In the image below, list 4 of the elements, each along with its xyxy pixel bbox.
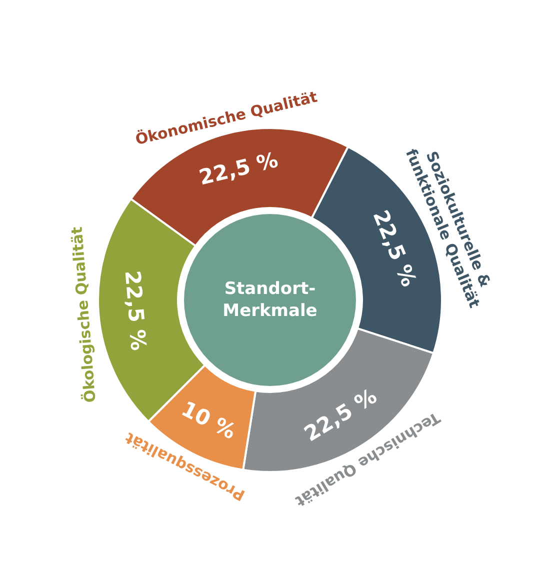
- data-label: 22,5 %: [368, 206, 422, 290]
- slice-label: Ökologische Qualität: [68, 226, 100, 404]
- data-label: 22,5 %: [196, 148, 280, 190]
- data-label: 22,5 %: [120, 270, 151, 352]
